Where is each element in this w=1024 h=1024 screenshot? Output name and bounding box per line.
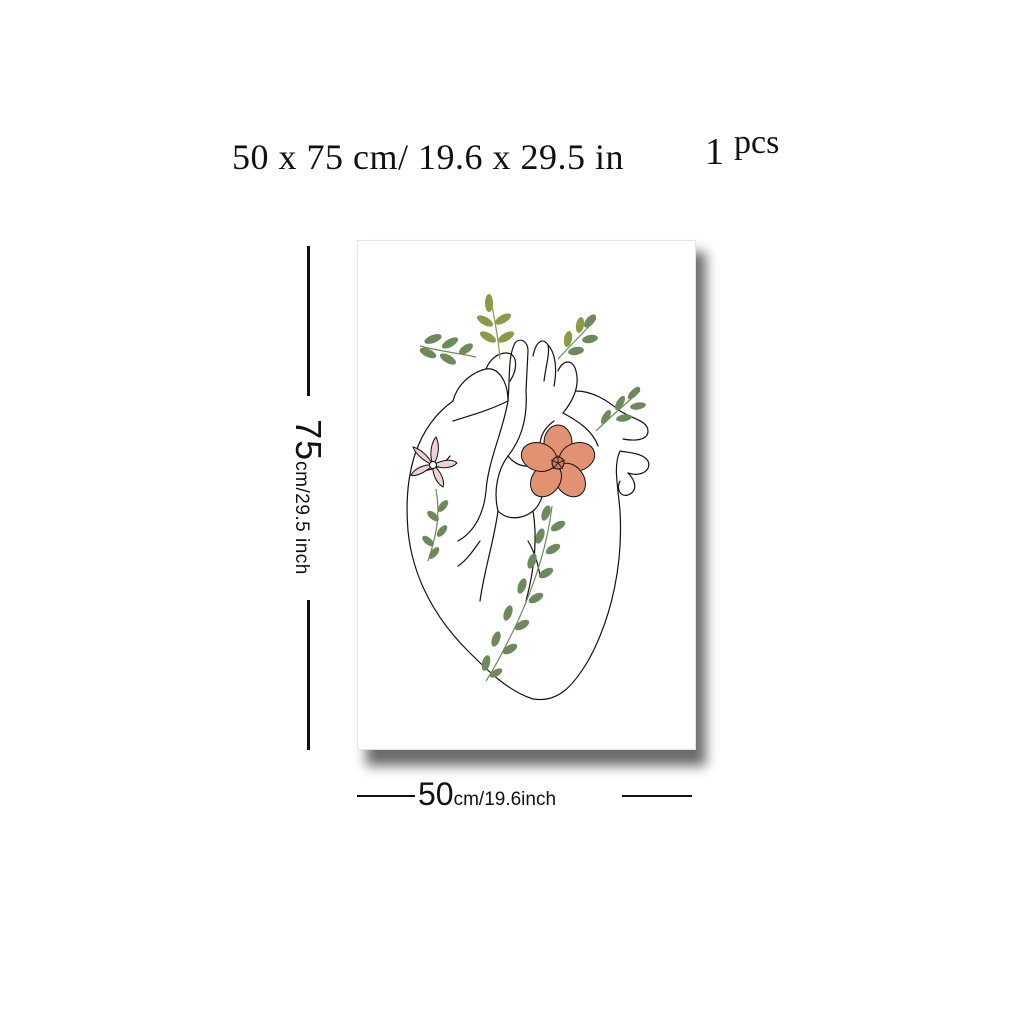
heart-flower-artwork — [406, 294, 650, 701]
size-text: 50 x 75 cm/ 19.6 x 29.5 in — [232, 137, 624, 177]
right-leaf-sprig — [595, 386, 646, 432]
width-label: 50cm/19.6inch — [418, 776, 556, 813]
top-leaf-sprigs — [419, 294, 598, 365]
size-headline: 50 x 75 cm/ 19.6 x 29.5 in 1 pcs — [0, 118, 1024, 188]
width-unit: cm/19.6inch — [453, 789, 557, 810]
canvas-print — [358, 241, 695, 749]
coral-flower — [520, 424, 596, 498]
height-unit: cm/29.5 inch — [291, 461, 312, 575]
width-value: 50 — [418, 776, 454, 812]
height-line-top — [307, 246, 310, 396]
width-line-right — [622, 795, 692, 797]
quantity-unit: pcs — [734, 124, 780, 161]
anatomical-heart-outline — [406, 339, 650, 701]
quantity-number: 1 — [705, 131, 724, 173]
width-line-left — [357, 795, 415, 797]
height-line-bottom — [307, 600, 310, 750]
left-vine — [422, 488, 449, 562]
pink-flower — [410, 436, 458, 488]
center-vine — [481, 505, 566, 682]
height-value: 75 — [288, 419, 329, 462]
